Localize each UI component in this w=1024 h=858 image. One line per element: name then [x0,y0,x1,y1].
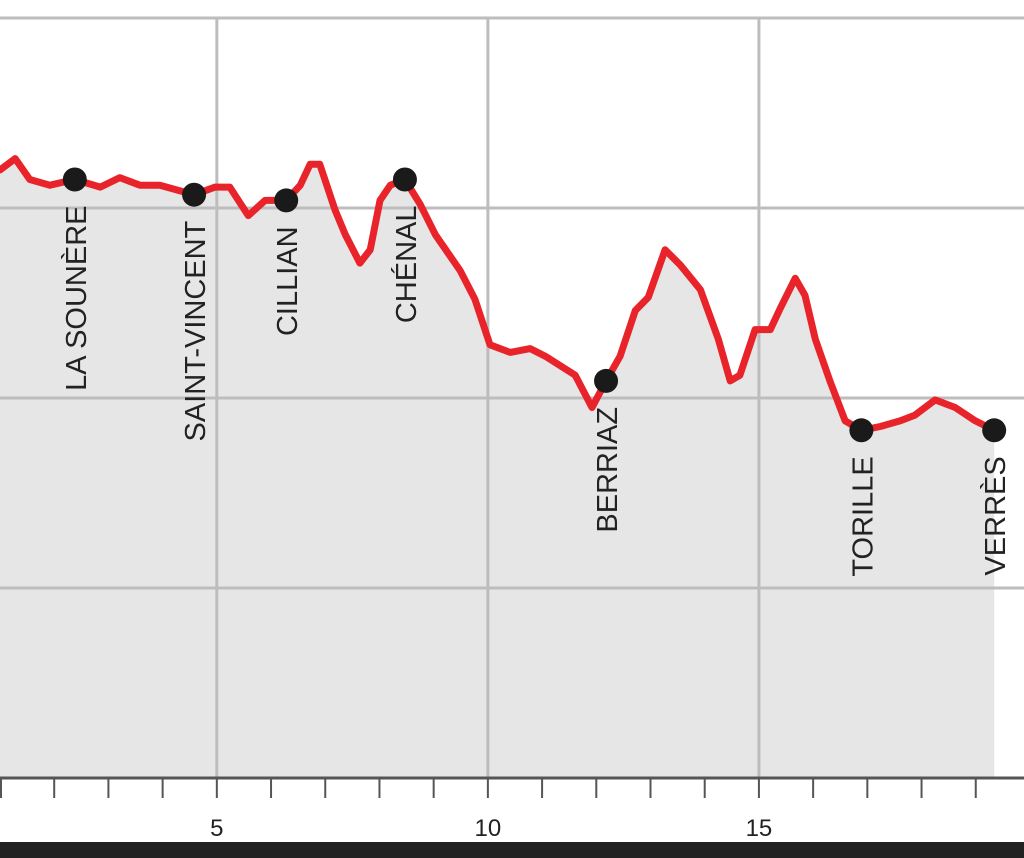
stop-marker [849,418,874,443]
stop-label: TORILLE [847,456,879,576]
elevation-line [0,155,998,434]
stop-label: CILLIAN [272,226,304,336]
stop-marker [274,188,299,213]
stop-label: SAINT-VINCENT [180,220,212,441]
stop-marker [594,368,619,393]
stop-label: LA SOUNÈRE [60,206,93,391]
stop-label: CHÉNAL [390,206,423,324]
elevation-area [0,158,995,779]
stop-marker [392,167,417,192]
stop-marker [982,418,1007,443]
bottom-bar [0,842,1024,858]
stop-label: BERRIAZ [592,407,624,533]
stop-label: VERRÈS [979,456,1012,575]
x-tick-label: 5 [210,815,223,842]
x-tick-label: 15 [746,815,773,842]
stop-marker [62,167,87,192]
x-tick-label: 10 [475,815,502,842]
stop-marker [182,182,207,207]
